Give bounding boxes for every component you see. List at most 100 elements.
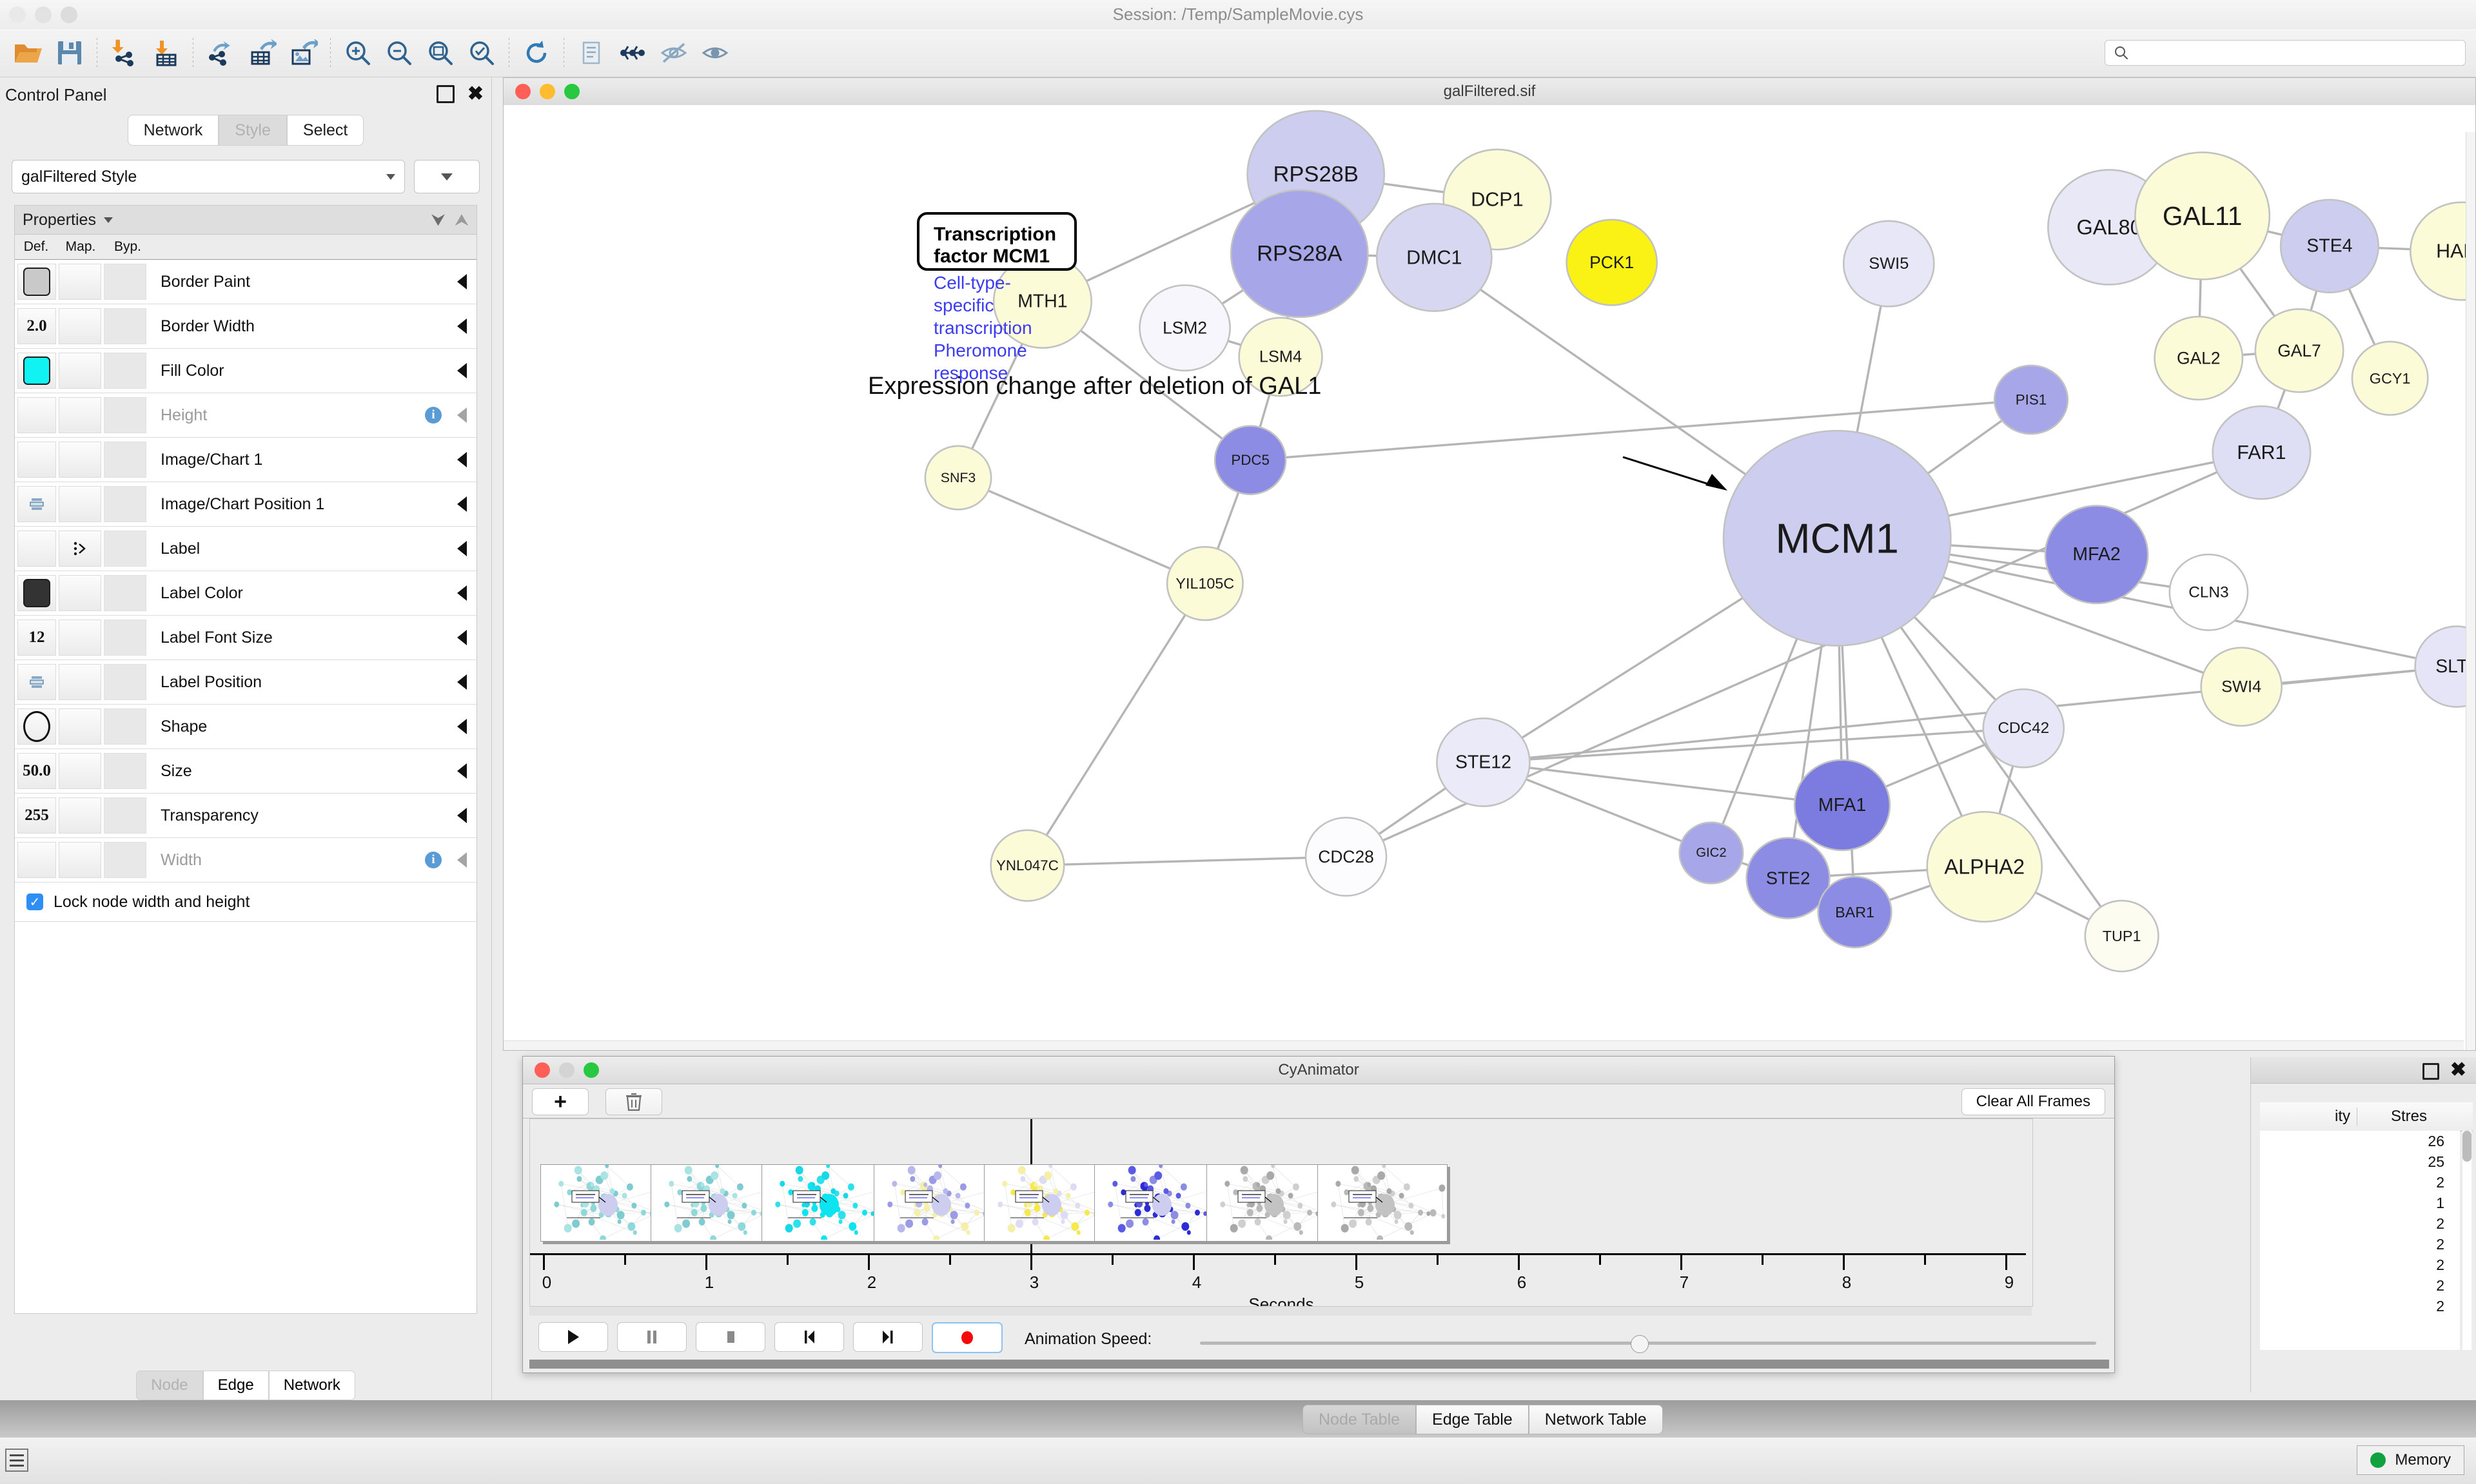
tab-node-table[interactable]: Node Table [1302,1405,1417,1434]
network-node[interactable]: TUP1 [2084,899,2159,973]
property-default-cell[interactable] [17,264,56,300]
node-ellipse[interactable] [1566,219,1658,306]
network-maximize-button[interactable] [564,84,580,99]
property-bypass-cell[interactable] [104,442,146,478]
property-bypass-cell[interactable] [104,486,146,522]
property-default-cell[interactable] [17,664,56,700]
zoom-in-icon[interactable] [337,32,378,73]
network-node[interactable]: SNF3 [924,445,992,511]
property-mapping-cell[interactable] [59,708,101,745]
tab-edge[interactable]: Edge [202,1371,269,1400]
node-ellipse[interactable] [2351,340,2429,416]
property-row[interactable]: Shape [15,705,477,749]
network-node[interactable]: PDC5 [1213,425,1287,496]
property-bypass-cell[interactable] [104,753,146,789]
property-default-cell[interactable] [17,397,56,433]
network-vertical-scrollbar[interactable] [2466,132,2475,1050]
hide-selected-icon[interactable] [653,32,694,73]
property-bypass-cell[interactable] [104,353,146,389]
property-expand-arrow[interactable] [447,363,477,378]
network-node[interactable]: ALPHA2 [1926,811,2043,923]
property-expand-arrow[interactable] [447,407,477,423]
node-ellipse[interactable] [2154,315,2244,401]
node-ellipse[interactable] [2254,308,2344,393]
tab-network-props[interactable]: Network [268,1371,355,1400]
property-bypass-cell[interactable] [104,264,146,300]
property-row[interactable]: 50.0 Size [15,749,477,794]
style-select-dropdown[interactable]: galFiltered Style [12,160,405,193]
network-node[interactable]: STE4 [2279,199,2379,294]
property-default-cell[interactable]: 12 [17,620,56,656]
property-bypass-cell[interactable] [104,575,146,611]
table-column-stress[interactable]: Stres [2390,1108,2427,1125]
property-row[interactable]: Image/Chart 1 [15,438,477,482]
property-row[interactable]: Label [15,527,477,571]
property-mapping-cell[interactable] [59,575,101,611]
table-vertical-scrollbar[interactable] [2462,1131,2471,1350]
next-frame-button[interactable] [853,1322,923,1352]
table-row[interactable]: 25 [2428,1153,2444,1170]
property-mapping-cell[interactable] [59,842,101,878]
node-ellipse[interactable] [2168,553,2249,631]
property-mapping-cell[interactable] [59,753,101,789]
frame-thumbnail[interactable] [1094,1164,1225,1242]
float-table-panel-icon[interactable] [2422,1063,2439,1080]
node-ellipse[interactable] [1304,817,1388,897]
network-node[interactable]: GAL2 [2154,315,2244,401]
table-row[interactable]: 2 [2436,1174,2444,1191]
network-node[interactable]: GIC2 [1678,821,1744,884]
node-ellipse[interactable] [1213,425,1287,496]
property-bypass-cell[interactable] [104,842,146,878]
node-ellipse[interactable] [1436,717,1531,807]
network-node[interactable]: SWI5 [1842,220,1935,308]
property-row[interactable]: Fill Color [15,349,477,393]
node-ellipse[interactable] [990,829,1065,902]
window-controls[interactable] [9,6,77,23]
node-ellipse[interactable] [1166,546,1244,621]
network-node[interactable]: MFA1 [1793,759,1891,852]
frame-thumbnail[interactable] [1206,1164,1337,1242]
style-options-menu-button[interactable] [414,160,480,193]
tab-style[interactable]: Style [219,115,287,146]
network-node[interactable]: HAP2 [2410,201,2475,301]
play-button[interactable] [538,1322,608,1352]
node-ellipse[interactable] [2084,899,2159,973]
network-edge[interactable] [1027,583,1206,866]
network-edge[interactable] [1250,398,2032,462]
property-expand-arrow[interactable] [447,274,477,289]
cyanimator-close-button[interactable] [535,1062,550,1078]
export-network-icon[interactable] [200,32,241,73]
property-expand-arrow[interactable] [447,808,477,823]
cyanimator-bottom-scrollbar[interactable] [529,1360,2109,1369]
property-expand-arrow[interactable] [447,719,477,734]
node-ellipse[interactable] [2200,647,2283,727]
property-expand-arrow[interactable] [447,585,477,601]
property-bypass-cell[interactable] [104,708,146,745]
window-close-button[interactable] [9,6,26,23]
zoom-fit-icon[interactable] [420,32,461,73]
network-node[interactable]: CLN3 [2168,553,2249,631]
table-row[interactable]: 1 [2436,1195,2444,1211]
property-bypass-cell[interactable] [104,531,146,567]
node-ellipse[interactable] [1982,688,2065,768]
property-default-cell[interactable]: 2.0 [17,308,56,344]
property-bypass-cell[interactable] [104,397,146,433]
network-node[interactable]: STE2 [1745,837,1831,919]
node-ellipse[interactable] [1745,837,1831,919]
frame-thumbnail[interactable] [761,1164,892,1242]
stop-button[interactable] [696,1322,765,1352]
node-ellipse[interactable] [1722,429,1952,647]
property-row[interactable]: 255 Transparency [15,794,477,838]
tab-node[interactable]: Node [136,1371,203,1400]
lock-node-size-checkbox[interactable]: ✓ [26,893,43,910]
table-row[interactable]: 2 [2436,1236,2444,1253]
record-button[interactable] [932,1322,1003,1353]
pause-button[interactable] [617,1322,687,1352]
network-node[interactable]: MFA2 [2044,505,2149,605]
tab-network-table[interactable]: Network Table [1528,1405,1663,1434]
property-default-cell[interactable] [17,708,56,745]
cyanimator-maximize-button[interactable] [584,1062,599,1078]
network-node[interactable]: CDC42 [1982,688,2065,768]
property-expand-arrow[interactable] [447,541,477,556]
frame-thumbnail[interactable] [1317,1164,1448,1242]
